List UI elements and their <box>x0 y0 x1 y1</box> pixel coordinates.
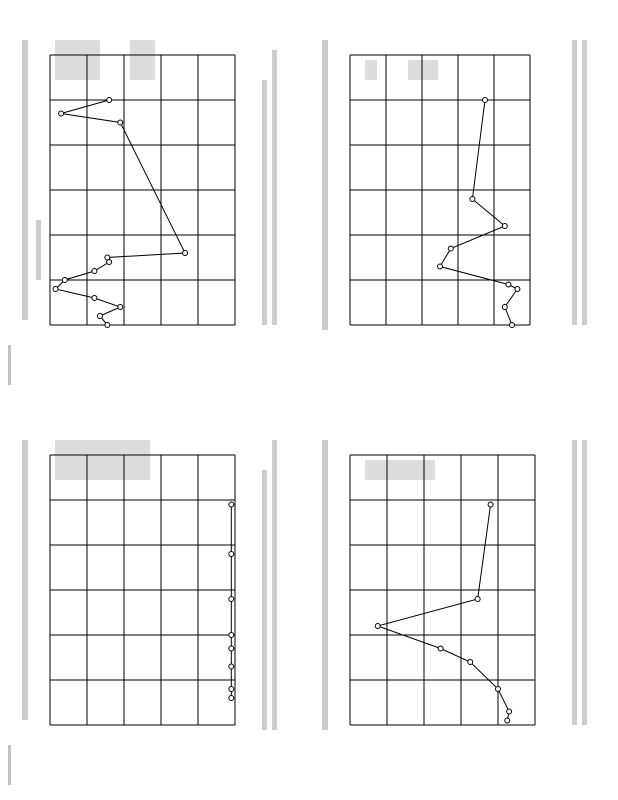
data-point <box>228 686 235 692</box>
data-point <box>228 501 235 508</box>
data-point <box>374 623 381 629</box>
data-point <box>228 645 235 652</box>
data-point <box>447 245 454 252</box>
data-point <box>117 119 124 126</box>
illegible-text <box>8 40 587 785</box>
data-point <box>104 254 111 261</box>
data-point <box>228 632 235 638</box>
data-point <box>104 322 111 328</box>
data-point <box>91 295 98 301</box>
data-point <box>106 97 113 103</box>
data-point <box>58 110 65 117</box>
data-point <box>52 286 59 292</box>
data-point <box>228 695 235 701</box>
data-point <box>505 281 512 288</box>
data-point <box>467 659 474 665</box>
data-point <box>501 304 508 310</box>
data-point <box>501 223 508 229</box>
data-point <box>96 313 103 319</box>
chart <box>349 454 536 726</box>
data-point <box>182 250 189 256</box>
data-point <box>487 501 494 508</box>
data-point <box>228 551 235 557</box>
chart <box>49 454 236 726</box>
data-point <box>504 717 511 724</box>
data-point <box>495 686 501 692</box>
data-point <box>482 97 488 103</box>
data-line <box>376 504 510 721</box>
data-point <box>509 322 515 328</box>
data-point <box>61 277 68 283</box>
data-point <box>117 304 124 310</box>
data-point <box>91 268 98 274</box>
data-point <box>469 196 476 202</box>
data-point <box>506 708 513 715</box>
data-point <box>437 645 444 652</box>
chart <box>349 54 531 328</box>
data-point <box>514 286 521 292</box>
data-point <box>228 596 235 602</box>
data-point <box>437 263 443 270</box>
chart <box>49 54 236 328</box>
data-point <box>474 596 481 602</box>
data-point <box>228 663 235 670</box>
